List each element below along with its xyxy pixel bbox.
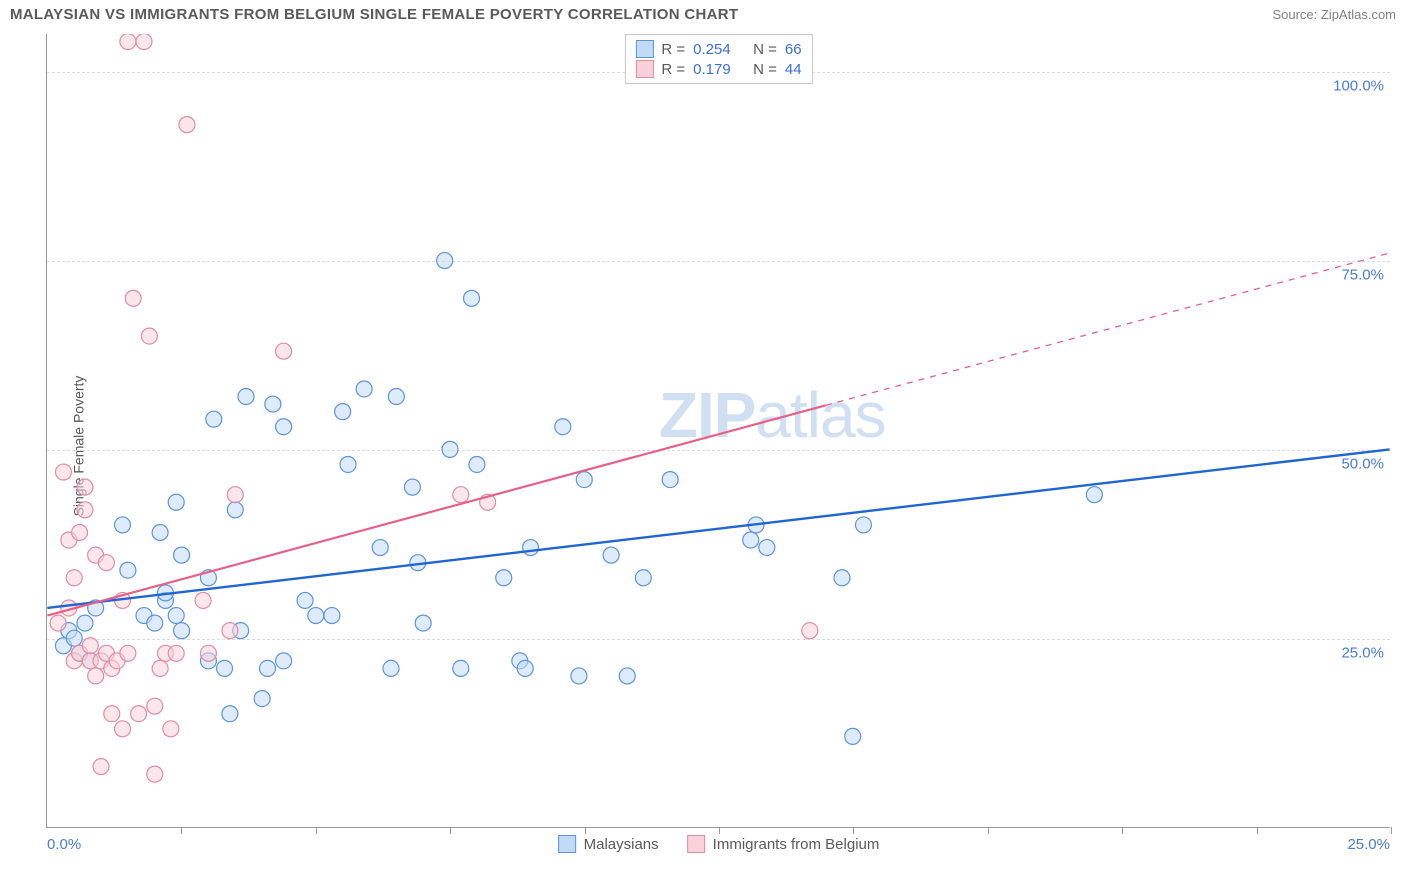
legend-item-belgium: Immigrants from Belgium bbox=[687, 835, 880, 853]
x-tick bbox=[719, 827, 720, 834]
x-tick bbox=[316, 827, 317, 834]
x-tick bbox=[450, 827, 451, 834]
stats-box: R = 0.254 N = 66 R = 0.179 N = 44 bbox=[624, 34, 812, 84]
x-tick bbox=[585, 827, 586, 834]
x-tick bbox=[988, 827, 989, 834]
y-tick-label: 75.0% bbox=[1341, 266, 1384, 283]
x-axis-max-label: 25.0% bbox=[1347, 836, 1390, 853]
x-tick bbox=[1122, 827, 1123, 834]
x-tick bbox=[853, 827, 854, 834]
x-tick bbox=[181, 827, 182, 834]
scatter-svg bbox=[47, 34, 1390, 827]
stats-row-blue: R = 0.254 N = 66 bbox=[635, 39, 801, 59]
chart-title: MALAYSIAN VS IMMIGRANTS FROM BELGIUM SIN… bbox=[10, 6, 738, 23]
legend-item-malaysians: Malaysians bbox=[558, 835, 659, 853]
plot-area: ZIPatlas R = 0.254 N = 66 R = 0.179 N = … bbox=[46, 34, 1390, 828]
x-tick bbox=[1391, 827, 1392, 834]
x-tick bbox=[1257, 827, 1258, 834]
source-attribution: Source: ZipAtlas.com bbox=[1272, 7, 1396, 22]
stats-row-pink: R = 0.179 N = 44 bbox=[635, 59, 801, 79]
swatch-blue-icon bbox=[558, 835, 576, 853]
chart-header: MALAYSIAN VS IMMIGRANTS FROM BELGIUM SIN… bbox=[0, 0, 1406, 25]
swatch-pink-icon bbox=[635, 60, 653, 78]
y-tick-label: 100.0% bbox=[1333, 77, 1384, 94]
y-tick-label: 25.0% bbox=[1341, 644, 1384, 661]
y-tick-label: 50.0% bbox=[1341, 455, 1384, 472]
bottom-legend: Malaysians Immigrants from Belgium bbox=[558, 835, 880, 853]
swatch-blue-icon bbox=[635, 40, 653, 58]
swatch-pink-icon bbox=[687, 835, 705, 853]
x-axis-min-label: 0.0% bbox=[47, 836, 81, 853]
